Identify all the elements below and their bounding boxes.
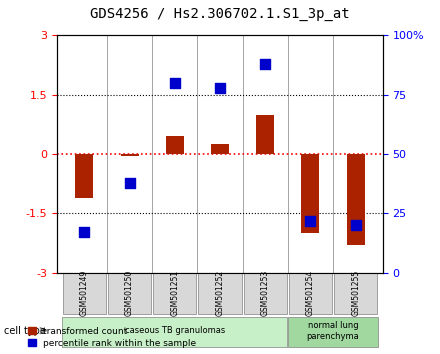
FancyBboxPatch shape — [289, 273, 332, 314]
Point — [216, 85, 224, 91]
Text: GSM501254: GSM501254 — [306, 270, 315, 316]
FancyBboxPatch shape — [108, 273, 151, 314]
FancyBboxPatch shape — [62, 316, 287, 347]
Bar — [347, 154, 365, 245]
Point — [171, 80, 178, 86]
FancyBboxPatch shape — [334, 273, 378, 314]
Text: GSM501255: GSM501255 — [351, 270, 360, 316]
Bar — [75, 154, 93, 198]
Text: GSM501252: GSM501252 — [216, 270, 224, 316]
Text: GSM501250: GSM501250 — [125, 270, 134, 316]
Text: cell type: cell type — [4, 326, 46, 336]
Bar — [121, 154, 139, 156]
Point — [262, 61, 269, 67]
FancyBboxPatch shape — [153, 273, 197, 314]
Text: GDS4256 / Hs2.306702.1.S1_3p_at: GDS4256 / Hs2.306702.1.S1_3p_at — [90, 7, 350, 21]
Text: GSM501249: GSM501249 — [80, 270, 89, 316]
FancyBboxPatch shape — [243, 273, 287, 314]
Point — [307, 218, 314, 223]
FancyBboxPatch shape — [288, 316, 378, 347]
FancyBboxPatch shape — [62, 273, 106, 314]
Text: GSM501251: GSM501251 — [170, 270, 179, 316]
Point — [81, 229, 88, 235]
Text: GSM501253: GSM501253 — [261, 270, 270, 316]
Legend: transformed count, percentile rank within the sample: transformed count, percentile rank withi… — [26, 325, 198, 349]
Bar — [211, 144, 229, 154]
Bar — [256, 114, 274, 154]
Point — [352, 222, 359, 228]
Text: caseous TB granulomas: caseous TB granulomas — [125, 326, 225, 336]
Bar — [301, 154, 319, 233]
Point — [126, 180, 133, 185]
Bar — [166, 136, 184, 154]
Text: normal lung
parenchyma: normal lung parenchyma — [307, 321, 359, 341]
FancyBboxPatch shape — [198, 273, 242, 314]
